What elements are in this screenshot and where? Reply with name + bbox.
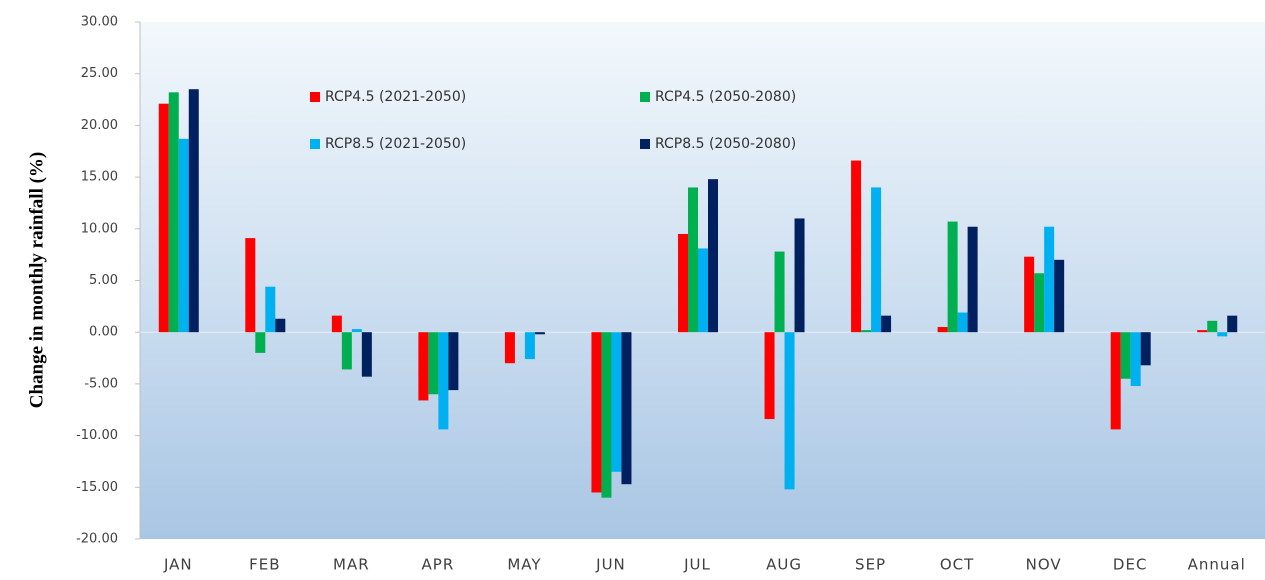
bar <box>524 332 535 360</box>
y-tick-label: 5.00 <box>89 273 118 288</box>
y-axis-label: Change in monthly rainfall (%) <box>26 152 47 409</box>
bar <box>611 332 622 472</box>
bar <box>621 332 632 485</box>
bar <box>861 330 872 333</box>
bar <box>601 332 612 498</box>
bar <box>361 332 372 377</box>
x-tick-label: MAY <box>507 556 541 574</box>
x-tick-label: FEB <box>249 556 280 574</box>
bar <box>708 179 718 333</box>
bar <box>688 187 698 333</box>
bar <box>351 329 362 333</box>
bar <box>418 332 429 401</box>
x-tick-label: SEP <box>855 556 886 574</box>
y-tick-label: 25.00 <box>81 66 118 81</box>
y-tick-label: 30.00 <box>81 15 118 30</box>
bar <box>178 138 189 333</box>
x-tick-label: JUN <box>595 556 626 574</box>
y-tick-label: 15.00 <box>81 170 118 185</box>
bar <box>1207 320 1218 333</box>
bar <box>698 248 708 333</box>
legend-swatch <box>640 92 650 102</box>
bar <box>1140 332 1151 366</box>
bar <box>1110 332 1121 430</box>
bar <box>448 332 459 391</box>
bar <box>591 332 602 493</box>
x-tick-label: NOV <box>1026 556 1062 574</box>
bar <box>331 315 342 333</box>
bar <box>1054 259 1065 333</box>
bar <box>1197 330 1208 333</box>
x-tick-label: DEC <box>1113 556 1148 574</box>
bar <box>158 103 169 333</box>
x-tick-label: Annual <box>1188 556 1246 574</box>
bar <box>784 332 795 490</box>
legend-swatch <box>310 92 320 102</box>
bar <box>168 92 179 333</box>
bar <box>774 251 785 333</box>
y-tick-label: -10.00 <box>76 428 118 443</box>
bar <box>255 332 266 353</box>
bar <box>957 312 968 333</box>
bar <box>275 318 286 333</box>
legend-label: RCP4.5 (2021-2050) <box>325 89 466 105</box>
bar <box>1024 256 1035 333</box>
bar <box>1227 315 1238 333</box>
bar <box>851 160 862 333</box>
bar <box>1034 273 1045 333</box>
legend-label: RCP8.5 (2021-2050) <box>325 136 466 152</box>
x-tick-label: JUL <box>683 556 711 574</box>
bar <box>1130 332 1141 386</box>
bar <box>794 218 805 333</box>
y-tick-label: -5.00 <box>84 376 118 391</box>
legend-swatch <box>640 139 650 149</box>
bar <box>504 332 515 364</box>
bar <box>245 238 256 333</box>
bar <box>1044 226 1055 333</box>
bar <box>947 221 958 333</box>
y-tick-label: -20.00 <box>76 532 118 547</box>
y-tick-label: 20.00 <box>81 118 118 133</box>
bar <box>764 332 775 420</box>
x-tick-label: JAN <box>163 556 193 574</box>
x-tick-label: APR <box>422 556 455 574</box>
x-tick-label: MAR <box>333 556 370 574</box>
legend-swatch <box>310 139 320 149</box>
bar <box>1120 332 1131 379</box>
legend-label: RCP4.5 (2050-2080) <box>655 89 796 105</box>
legend-label: RCP8.5 (2050-2080) <box>655 136 796 152</box>
bar <box>428 332 439 395</box>
y-tick-label: 10.00 <box>81 221 118 236</box>
bar <box>265 286 276 333</box>
bar <box>438 332 449 430</box>
bar <box>341 332 352 370</box>
bar <box>188 89 199 333</box>
bar <box>871 187 882 333</box>
y-tick-label: -15.00 <box>76 480 118 495</box>
x-tick-label: AUG <box>766 556 802 574</box>
x-tick-label: OCT <box>940 556 974 574</box>
bar <box>967 226 978 333</box>
bar <box>678 233 688 333</box>
bar <box>1217 332 1228 337</box>
bar <box>881 315 892 333</box>
y-tick-label: 0.00 <box>89 325 118 340</box>
bar <box>937 327 948 333</box>
bar <box>534 332 545 335</box>
